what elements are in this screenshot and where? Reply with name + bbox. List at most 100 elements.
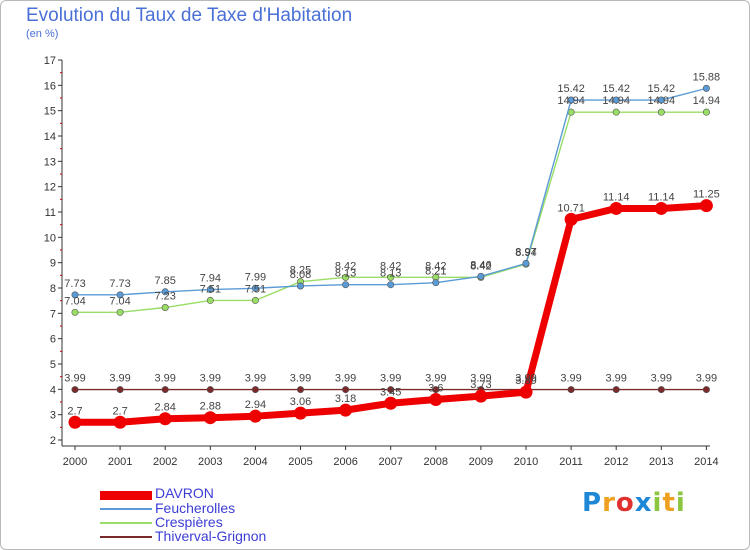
data-point-feucherolles — [477, 272, 485, 280]
legend-swatch-thiverval-grignon — [100, 536, 152, 538]
legend-label-davron: DAVRON — [155, 485, 214, 501]
data-label-feucherolles: 15.42 — [557, 83, 585, 95]
logo-letter: i — [652, 488, 663, 518]
data-label-crespieres: 14.94 — [557, 95, 585, 107]
data-point-crespieres — [657, 108, 665, 116]
data-label-thiverval-grignon: 3.99 — [154, 373, 175, 385]
logo-letter: P — [582, 488, 603, 518]
data-label-feucherolles: 15.42 — [602, 83, 630, 95]
data-point-davron — [294, 406, 307, 420]
data-label-thiverval-grignon: 3.99 — [560, 373, 581, 385]
data-label-crespieres: 14.94 — [602, 95, 630, 107]
data-point-davron — [339, 403, 353, 417]
logo-letter: t — [662, 488, 676, 518]
data-label-thiverval-grignon: 3.99 — [515, 373, 536, 385]
y-tick-label: 2 — [50, 435, 56, 447]
data-point-crespieres — [251, 296, 259, 304]
chart-title: Evolution du Taux de Taxe d'Habitation — [26, 5, 353, 26]
y-tick-label: 15 — [44, 106, 56, 118]
logo-letter: r — [602, 488, 616, 518]
x-tick-label: 2009 — [469, 456, 493, 468]
data-label-crespieres: 14.94 — [648, 95, 676, 107]
data-point-feucherolles — [342, 281, 350, 289]
data-label-davron: 2.84 — [154, 402, 175, 414]
data-label-thiverval-grignon: 3.99 — [290, 373, 311, 385]
data-label-crespieres: 8.42 — [425, 260, 446, 272]
data-label-feucherolles: 15.88 — [693, 71, 721, 83]
data-label-davron: 11.14 — [648, 191, 675, 203]
data-label-thiverval-grignon: 3.99 — [109, 373, 130, 385]
data-label-thiverval-grignon: 3.99 — [335, 373, 356, 385]
data-point-thiverval-grignon — [387, 386, 395, 394]
data-label-thiverval-grignon: 3.99 — [380, 373, 401, 385]
data-point-thiverval-grignon — [567, 386, 575, 394]
x-tick-label: 2005 — [288, 456, 312, 468]
data-point-thiverval-grignon — [342, 386, 350, 394]
data-label-feucherolles: 7.94 — [200, 273, 221, 285]
data-point-feucherolles — [657, 96, 665, 104]
y-tick-label: 10 — [44, 232, 56, 244]
data-point-thiverval-grignon — [206, 386, 214, 394]
logo-letter: o — [615, 488, 635, 518]
data-label-davron: 3.6 — [428, 382, 443, 394]
data-label-crespieres: 8.42 — [380, 260, 401, 272]
data-label-crespieres: 14.94 — [693, 95, 721, 107]
data-label-davron: 3.06 — [290, 396, 311, 408]
data-label-feucherolles: 7.73 — [64, 278, 85, 290]
data-point-davron — [158, 412, 172, 426]
data-point-crespieres — [116, 308, 124, 316]
data-point-davron — [564, 212, 578, 226]
data-label-davron: 3.18 — [335, 393, 356, 405]
data-point-crespieres — [206, 296, 214, 304]
data-label-davron: 11.25 — [693, 189, 720, 201]
data-point-thiverval-grignon — [702, 386, 710, 394]
x-tick-label: 2003 — [198, 456, 222, 468]
data-label-thiverval-grignon: 3.99 — [651, 373, 672, 385]
x-tick-label: 2010 — [514, 456, 538, 468]
data-point-thiverval-grignon — [657, 386, 665, 394]
data-point-davron — [384, 396, 398, 410]
data-label-thiverval-grignon: 3.99 — [245, 373, 266, 385]
data-label-davron: 3.89 — [515, 375, 536, 387]
data-point-feucherolles — [116, 291, 124, 299]
data-point-feucherolles — [702, 84, 710, 92]
y-tick-label: 4 — [50, 384, 56, 396]
data-label-davron: 10.71 — [557, 202, 585, 214]
data-point-feucherolles — [71, 291, 79, 299]
x-tick-label: 2000 — [63, 456, 87, 468]
data-label-thiverval-grignon: 3.99 — [64, 373, 85, 385]
data-label-feucherolles: 8.13 — [335, 268, 356, 280]
data-label-thiverval-grignon: 3.99 — [605, 373, 626, 385]
data-label-feucherolles: 8.13 — [380, 268, 401, 280]
x-tick-label: 2007 — [378, 456, 402, 468]
data-label-feucherolles: 7.99 — [245, 271, 266, 283]
legend-label-crespieres: Crespières — [155, 514, 223, 530]
data-point-thiverval-grignon — [251, 386, 259, 394]
data-point-davron — [609, 201, 623, 215]
data-point-feucherolles — [567, 96, 575, 104]
data-point-davron — [654, 201, 668, 215]
y-tick-label: 11 — [45, 207, 56, 219]
data-label-davron: 3.45 — [380, 386, 401, 398]
data-point-thiverval-grignon — [432, 386, 440, 394]
data-point-crespieres — [161, 304, 169, 312]
data-point-crespieres — [342, 273, 350, 281]
y-tick-label: 17 — [44, 55, 56, 67]
data-point-davron — [429, 392, 443, 406]
legend-label-thiverval-grignon: Thiverval-Grignon — [155, 528, 267, 544]
data-label-davron: 2.7 — [67, 405, 82, 417]
data-label-crespieres: 8.42 — [335, 260, 356, 272]
data-label-crespieres: 7.51 — [200, 283, 221, 295]
legend-swatch-davron — [100, 491, 152, 500]
x-tick-label: 2012 — [604, 456, 628, 468]
x-tick-label: 2006 — [333, 456, 357, 468]
data-point-feucherolles — [612, 96, 620, 104]
data-label-thiverval-grignon: 3.99 — [425, 373, 446, 385]
data-label-crespieres: 7.51 — [245, 283, 266, 295]
data-point-thiverval-grignon — [612, 386, 620, 394]
data-label-crespieres: 7.23 — [154, 291, 175, 303]
logo-letter: i — [675, 488, 686, 518]
x-tick-label: 2001 — [108, 456, 132, 468]
